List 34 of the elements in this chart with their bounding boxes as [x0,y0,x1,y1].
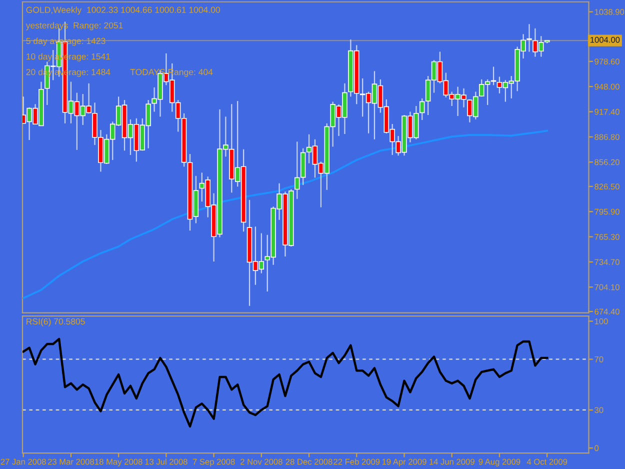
ref-line-label: 1004.00 [590,36,620,43]
y-tick-label: 826.50 [594,184,620,190]
x-tick-label: 28 Dec 2008 [286,458,332,465]
y-tick-label: 856.20 [594,159,620,166]
candlestick [419,98,425,121]
y-tick-label: 917.40 [594,108,620,115]
x-tick-label: 23 Mar 2008 [48,458,94,465]
y-tick-label: 674.40 [594,308,620,315]
x-tick-label: 2 Nov 2008 [240,458,282,465]
y-tick-label: 0 [594,445,599,452]
y-tick-label: 765.30 [594,234,620,240]
y-tick-label: 100 [594,318,608,324]
y-tick-label: 1038.90 [594,9,624,15]
y-tick-label: 70 [594,356,604,362]
y-tick-label: 948.00 [594,84,620,90]
y-tick-label: 978.60 [594,58,620,65]
x-tick-label: 7 Sep 2008 [192,458,235,466]
line-series [22,130,548,300]
x-tick-label: 18 May 2008 [95,458,142,466]
chart-title: GOLD,Weekly 1002.33 1004.66 1000.61 1004.00 [26,6,220,15]
y-tick-label: 30 [594,407,604,414]
x-tick-label: 13 Jul 2008 [145,458,188,465]
x-tick-label: 19 Apr 2009 [382,458,426,466]
y-tick-label: 704.10 [594,284,620,290]
line-series [22,338,548,428]
x-tick-label: 9 Aug 2009 [478,458,520,466]
y-tick-label: 795.90 [594,208,620,215]
x-tick-label: 22 Feb 2009 [334,458,380,465]
y-tick-label: 734.70 [594,259,620,266]
x-tick-label: 14 Jun 2009 [430,458,474,465]
chart-title: RSI(6) 70.5805 [26,318,85,326]
x-tick-label: 4 Oct 2009 [526,458,568,465]
x-tick-label: 27 Jan 2008 [0,458,46,465]
y-tick-label: 886.80 [594,134,620,140]
